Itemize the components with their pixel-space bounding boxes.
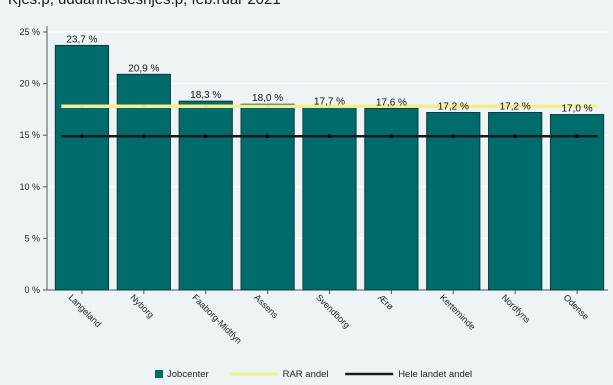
y-tick-label: 10 % [19, 182, 40, 192]
x-tick-label-4: Svendborg [314, 292, 352, 330]
bar-1 [116, 73, 171, 291]
bar-7 [488, 111, 543, 291]
data-label-0: 23,7 % [66, 34, 97, 45]
x-tick-label-8: Odense [562, 292, 591, 321]
x-tick-label-1: Nyborg [128, 292, 156, 320]
bar-8 [549, 114, 605, 291]
national-marker-2 [203, 134, 208, 139]
bar-3 [240, 103, 295, 291]
y-tick-label: 0 % [24, 285, 40, 295]
legend: Jobcenter RAR andel Hele landet andel [155, 369, 472, 380]
data-label-4: 17,7 % [314, 96, 345, 107]
x-tick-label-3: Assens [252, 292, 280, 320]
x-tick-label-5: Ærø [376, 292, 396, 312]
data-label-5: 17,6 % [376, 97, 407, 108]
rar-marker-1 [142, 104, 146, 108]
rar-marker-6 [451, 104, 455, 108]
national-marker-8 [575, 134, 579, 139]
national-marker-4 [327, 134, 332, 139]
rar-marker-7 [513, 104, 517, 108]
x-tick-label-6: Kerteminde [438, 292, 478, 332]
reference-line-layer [61, 104, 598, 139]
bar-5 [364, 107, 419, 291]
y-tick-label: 15 % [19, 130, 40, 140]
rar-marker-5 [389, 104, 393, 108]
bar-6 [426, 111, 481, 291]
national-marker-6 [451, 134, 456, 139]
data-label-layer: 23,7 % 20,9 % 18,3 % 18,0 % 17,7 % 17,6 % 17,2… [66, 34, 592, 114]
x-tick-layer: Langeland Nyborg Faaborg-Midtfyn Assens Sven… [67, 292, 591, 345]
rar-marker-0 [80, 104, 84, 108]
data-label-1: 20,9 % [128, 63, 159, 74]
national-marker-5 [389, 134, 394, 139]
bar-0 [54, 44, 110, 291]
rar-marker-8 [575, 104, 579, 108]
national-marker-0 [80, 134, 84, 139]
national-marker-3 [265, 134, 270, 139]
legend-label-2: Hele landet andel [398, 369, 472, 380]
x-tick-label-7: Nordfyns [500, 292, 533, 325]
rar-marker-4 [327, 104, 332, 108]
data-label-2: 18,3 % [190, 90, 221, 101]
legend-label-0: Jobcenter [167, 369, 209, 380]
bar-2 [178, 100, 233, 291]
y-tick-label: 25 % [19, 27, 40, 37]
rar-marker-2 [204, 104, 208, 108]
bar-layer [54, 44, 605, 291]
legend-swatch-jobcenter [155, 370, 163, 378]
x-tick-label-2: Faaborg-Midtfyn [190, 292, 243, 345]
rar-marker-3 [266, 104, 270, 108]
y-tick-label: 20 % [19, 79, 40, 89]
y-tick-label: 5 % [24, 233, 40, 243]
data-label-6: 17,2 % [438, 101, 469, 112]
national-marker-1 [142, 134, 146, 139]
x-tick-label-0: Langeland [67, 292, 104, 329]
legend-label-1: RAR andel [283, 369, 329, 380]
data-label-7: 17,2 % [500, 101, 531, 112]
data-label-3: 18,0 % [252, 93, 283, 104]
chart-title-cut: Kjes.p, uddannelsesnjes.p, feb.ruar 2021 [8, 0, 281, 8]
data-label-8: 17,0 % [561, 104, 592, 115]
national-marker-7 [513, 134, 517, 139]
